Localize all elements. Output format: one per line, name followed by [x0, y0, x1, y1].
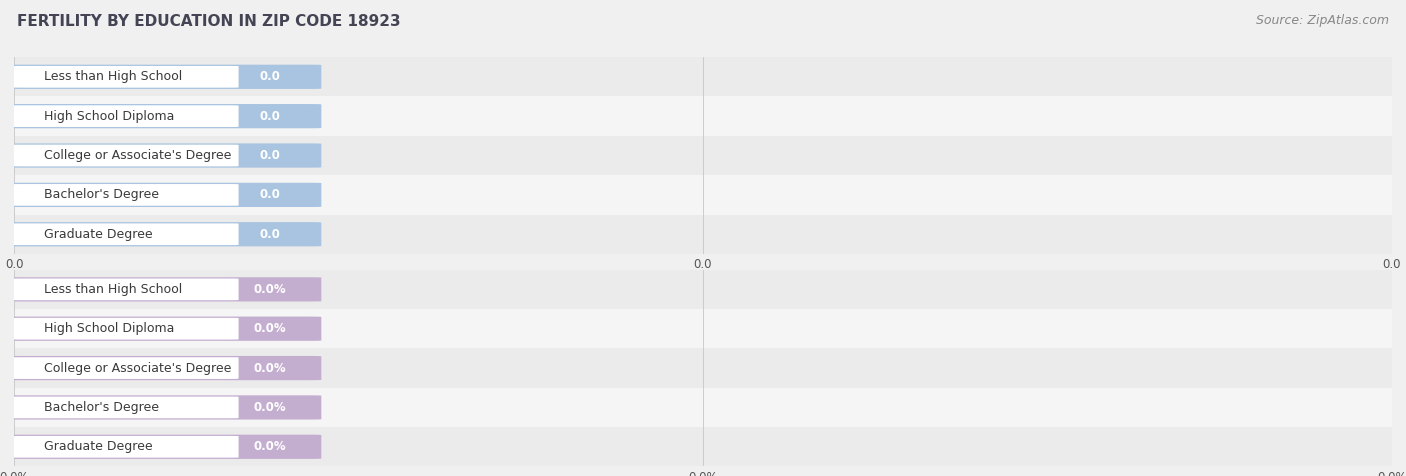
Bar — [14, 136, 1392, 175]
Text: College or Associate's Degree: College or Associate's Degree — [45, 362, 232, 375]
Text: Source: ZipAtlas.com: Source: ZipAtlas.com — [1256, 14, 1389, 27]
Text: 0.0: 0.0 — [260, 149, 281, 162]
FancyBboxPatch shape — [13, 278, 239, 300]
Text: 0.0%: 0.0% — [254, 283, 287, 296]
FancyBboxPatch shape — [7, 104, 322, 129]
Text: Bachelor's Degree: Bachelor's Degree — [45, 401, 159, 414]
Text: 0.0: 0.0 — [260, 70, 281, 83]
FancyBboxPatch shape — [7, 143, 322, 168]
Bar — [14, 348, 1392, 388]
FancyBboxPatch shape — [13, 105, 239, 127]
Text: Graduate Degree: Graduate Degree — [45, 228, 153, 241]
FancyBboxPatch shape — [7, 395, 322, 419]
Bar — [14, 97, 1392, 136]
Bar — [14, 175, 1392, 215]
Bar — [14, 215, 1392, 254]
Text: 0.0: 0.0 — [260, 109, 281, 123]
FancyBboxPatch shape — [7, 317, 322, 341]
Bar — [14, 57, 1392, 97]
Bar — [14, 309, 1392, 348]
Text: 0.0%: 0.0% — [254, 440, 287, 453]
Text: High School Diploma: High School Diploma — [45, 322, 174, 335]
Text: 0.0%: 0.0% — [254, 362, 287, 375]
FancyBboxPatch shape — [13, 318, 239, 339]
FancyBboxPatch shape — [13, 357, 239, 379]
FancyBboxPatch shape — [7, 356, 322, 380]
Text: Graduate Degree: Graduate Degree — [45, 440, 153, 453]
Bar — [14, 270, 1392, 309]
FancyBboxPatch shape — [13, 223, 239, 245]
FancyBboxPatch shape — [7, 183, 322, 207]
Bar — [14, 388, 1392, 427]
Text: Less than High School: Less than High School — [45, 70, 183, 83]
Text: High School Diploma: High School Diploma — [45, 109, 174, 123]
Text: 0.0%: 0.0% — [254, 401, 287, 414]
Text: Bachelor's Degree: Bachelor's Degree — [45, 188, 159, 201]
FancyBboxPatch shape — [13, 436, 239, 457]
Text: 0.0: 0.0 — [260, 188, 281, 201]
Bar — [14, 427, 1392, 466]
Text: Less than High School: Less than High School — [45, 283, 183, 296]
FancyBboxPatch shape — [7, 435, 322, 459]
FancyBboxPatch shape — [7, 222, 322, 247]
Text: 0.0: 0.0 — [260, 228, 281, 241]
Text: College or Associate's Degree: College or Associate's Degree — [45, 149, 232, 162]
FancyBboxPatch shape — [13, 397, 239, 418]
Text: FERTILITY BY EDUCATION IN ZIP CODE 18923: FERTILITY BY EDUCATION IN ZIP CODE 18923 — [17, 14, 401, 30]
FancyBboxPatch shape — [13, 66, 239, 88]
FancyBboxPatch shape — [13, 145, 239, 167]
FancyBboxPatch shape — [7, 277, 322, 301]
FancyBboxPatch shape — [13, 184, 239, 206]
Text: 0.0%: 0.0% — [254, 322, 287, 335]
FancyBboxPatch shape — [7, 65, 322, 89]
